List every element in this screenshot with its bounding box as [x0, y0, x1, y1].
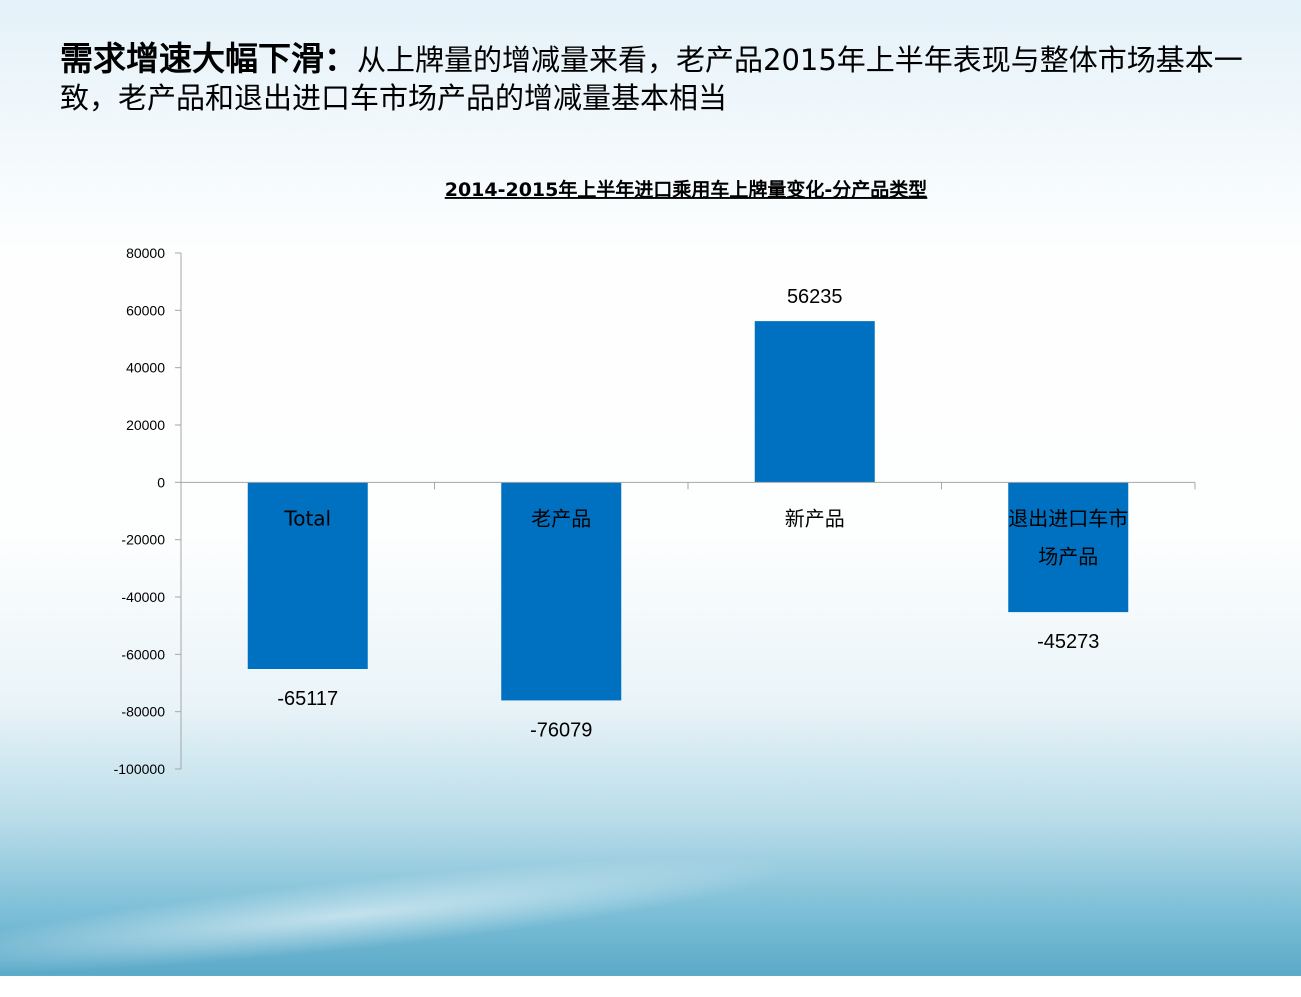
y-tick-label: 80000: [126, 245, 165, 261]
data-label: -45273: [1037, 631, 1099, 653]
bar-2: [754, 321, 875, 483]
y-tick-label: 60000: [126, 302, 165, 318]
data-label: -65117: [277, 688, 338, 710]
bar-0: [247, 482, 368, 670]
y-tick-label: 20000: [126, 417, 165, 433]
y-tick-label: -40000: [121, 589, 165, 605]
chart-title: 2014-2015年上半年进口乘用车上牌量变化-分产品类型: [445, 178, 928, 201]
category-label: 场产品: [1038, 544, 1098, 568]
bar-chart: 2014-2015年上半年进口乘用车上牌量变化-分产品类型 80000 60000 4…: [114, 178, 1196, 777]
category-label: 老产品: [531, 506, 591, 530]
slide-heading: 需求增速大幅下滑：从上牌量的增减量来看，老产品2015年上半年表现与整体市场基本…: [60, 40, 1260, 117]
y-tick-label: -80000: [121, 704, 165, 720]
background-glow: [0, 0, 1301, 260]
heading-text: 从上牌量的增减量来看，老产品2015年上半年表现与整体市场基本一致，老产品和退出…: [60, 43, 1243, 115]
y-tick-label: 0: [157, 474, 165, 490]
data-label: -76079: [530, 719, 592, 741]
category-label: 新产品: [785, 506, 845, 530]
category-label: Total: [283, 506, 331, 530]
y-tick-label: -20000: [121, 532, 165, 548]
y-tick-label: -100000: [114, 761, 166, 777]
heading-highlight: 需求增速大幅下滑：: [60, 39, 357, 78]
bar-3: [1008, 482, 1129, 613]
bar-1: [501, 482, 622, 701]
category-label: 退出进口车市: [1008, 506, 1128, 530]
y-tick-label: 40000: [126, 360, 165, 376]
y-tick-label: -60000: [121, 646, 165, 662]
data-label: 56235: [787, 286, 843, 308]
